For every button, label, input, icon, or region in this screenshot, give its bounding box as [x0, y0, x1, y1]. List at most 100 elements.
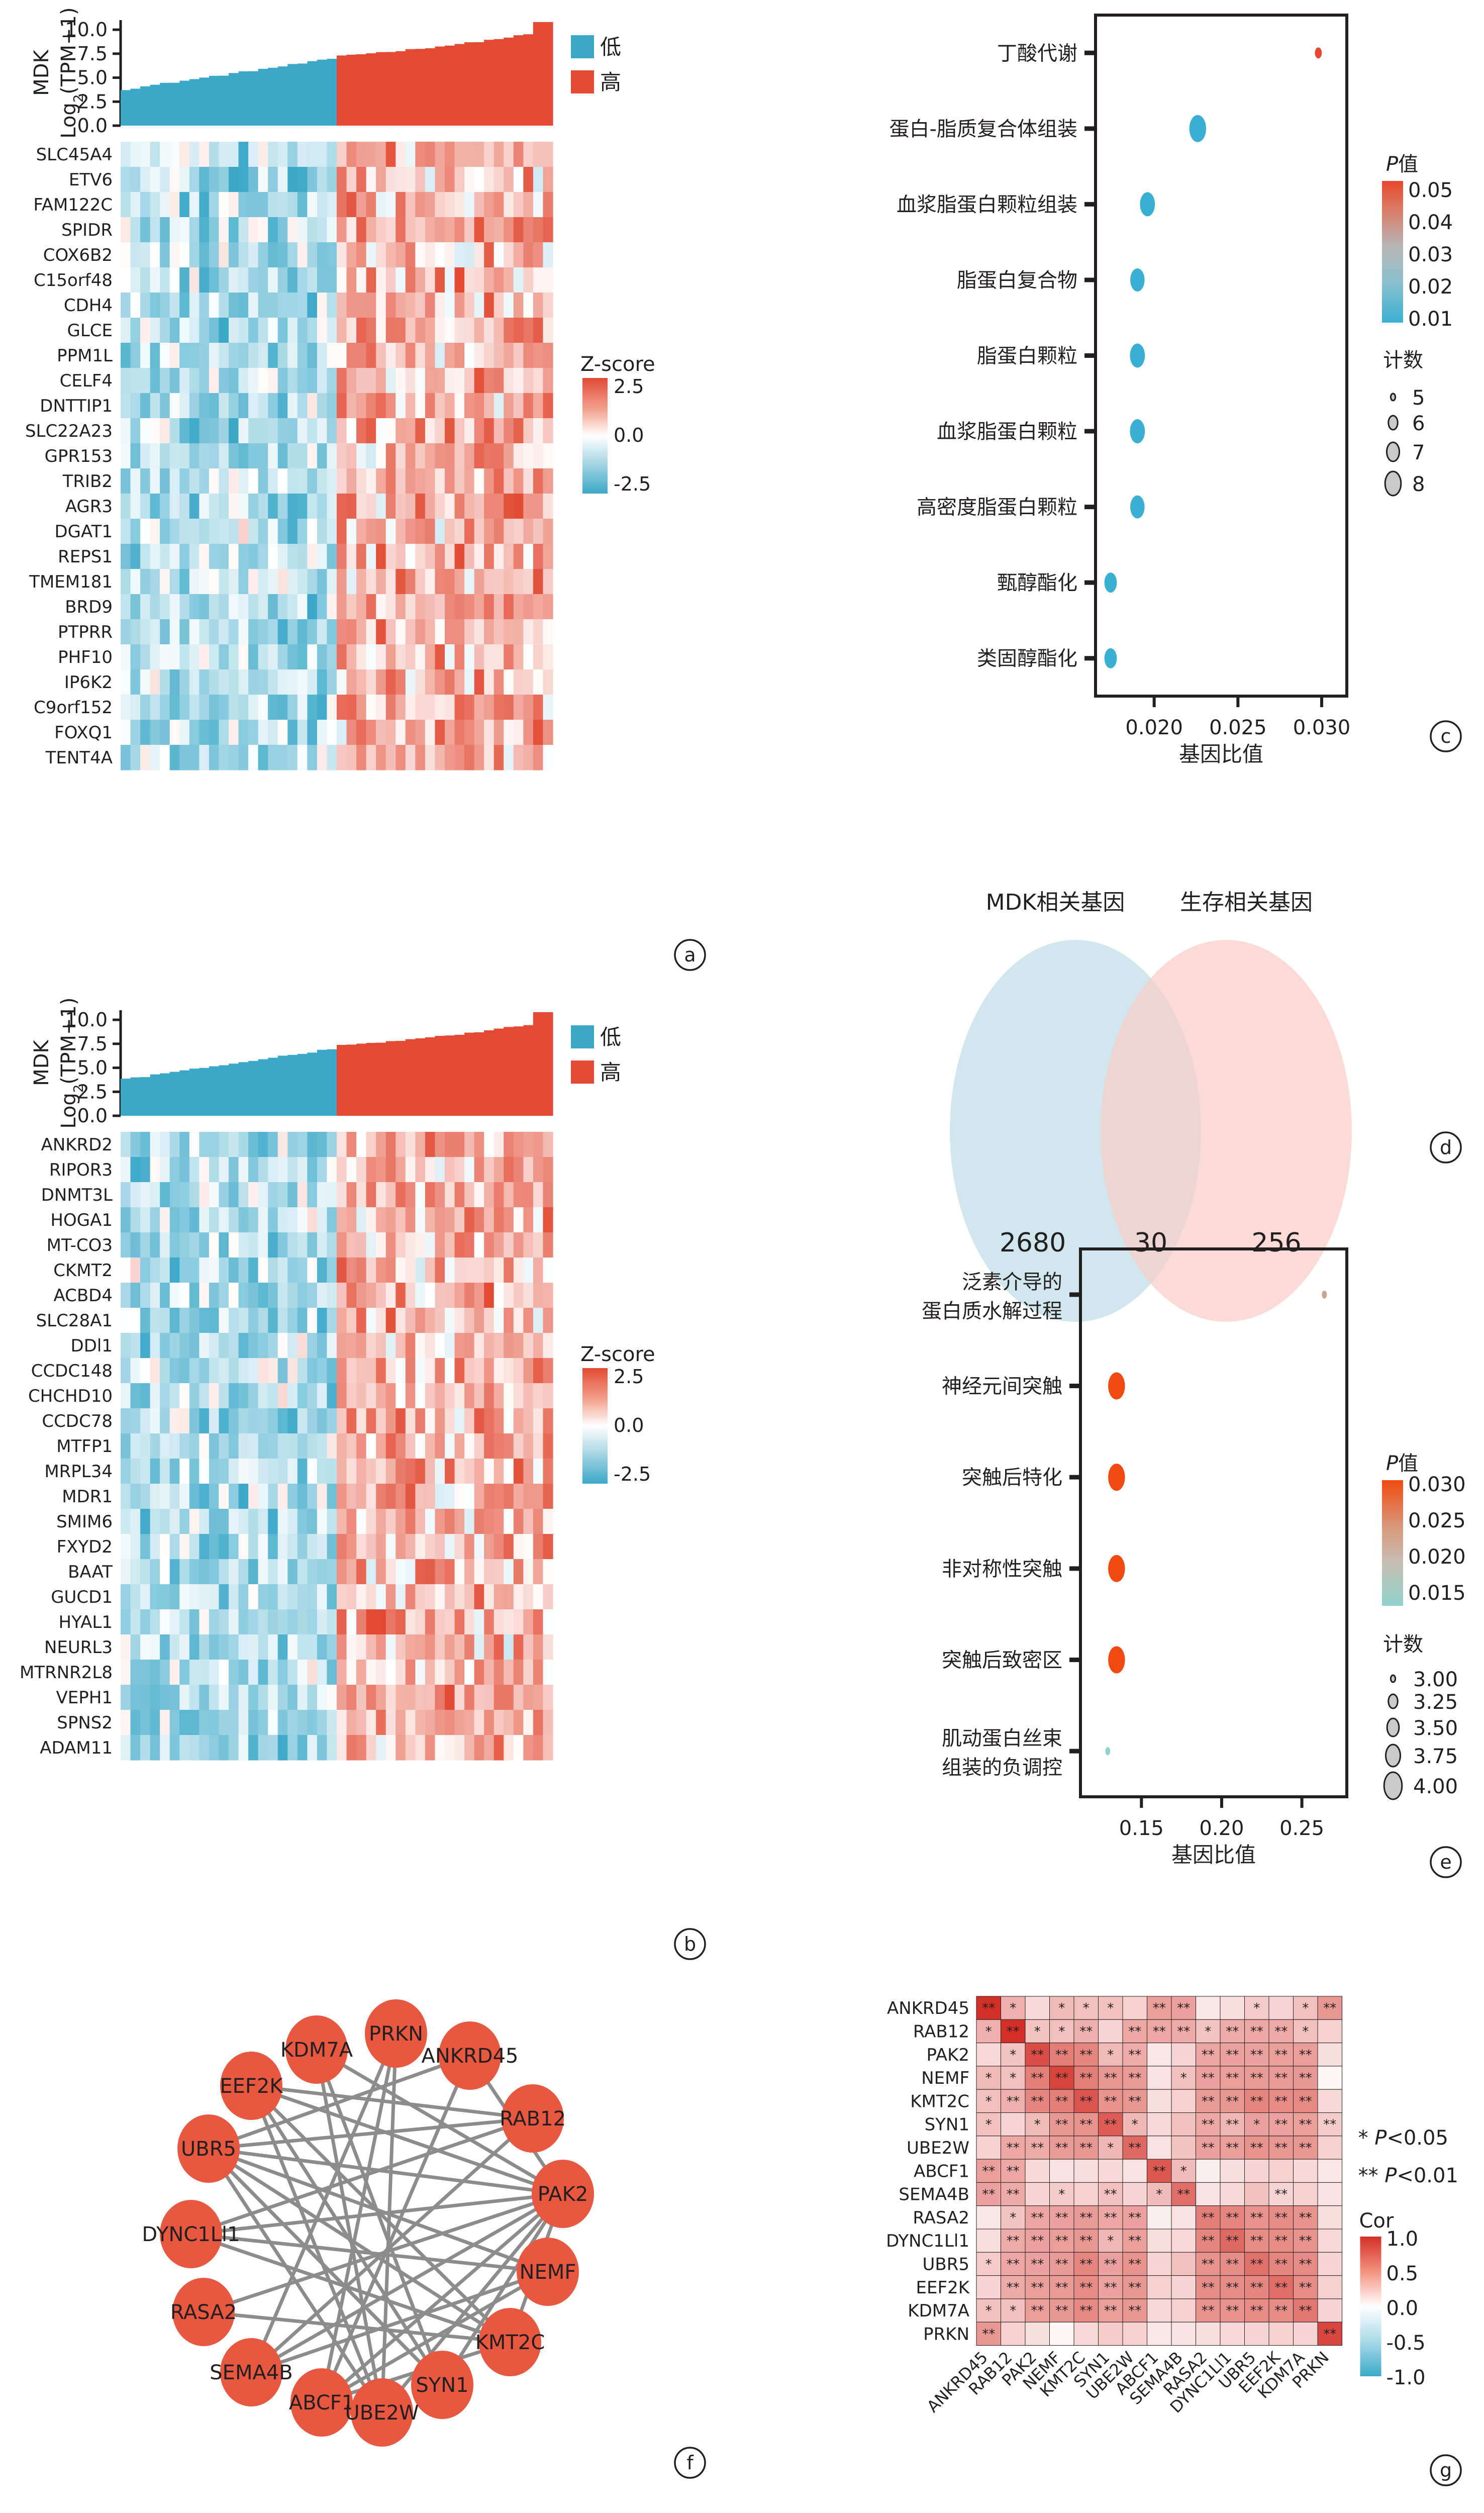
heatmap-cell: [229, 1459, 239, 1484]
correlation-cell: [1293, 2043, 1318, 2067]
correlation-cell: [1147, 2043, 1172, 2067]
heatmap-cell: [307, 1157, 318, 1183]
heatmap-cell: [385, 192, 396, 218]
heatmap-cell: [268, 142, 278, 167]
heatmap-cell: [435, 1207, 445, 1233]
heatmap-cell: [337, 343, 347, 368]
correlation-cell: [1317, 2275, 1342, 2299]
heatmap-cell: [435, 720, 445, 745]
correlation-cell: [1001, 2112, 1026, 2137]
heatmap-cell: [297, 1735, 308, 1761]
heatmap-cell: [199, 242, 210, 268]
network-node[interactable]: [290, 2368, 353, 2437]
heatmap-cell: [425, 1258, 436, 1283]
heatmap-cell: [464, 1484, 475, 1509]
heatmap-cell: [493, 494, 504, 519]
heatmap-cell: [504, 619, 514, 645]
heatmap-cell: [523, 1433, 534, 1459]
heatmap-cell: [513, 1132, 524, 1157]
heatmap-cell: [356, 720, 367, 745]
heatmap-cell: [199, 1634, 210, 1660]
heatmap-cell: [523, 242, 534, 268]
heatmap-cell: [189, 1634, 200, 1660]
heatmap-cell: [425, 1459, 436, 1484]
panel-letter-g: g: [1430, 2454, 1462, 2486]
row-labels: ANKRD45RAB12PAK2NEMFKMT2CSYN1UBE2WABCF1S…: [886, 1998, 970, 2344]
network-node[interactable]: [220, 2052, 282, 2120]
significance-marker: **: [1055, 2303, 1068, 2318]
heatmap-cell: [543, 418, 553, 444]
heatmap-cell: [376, 418, 386, 444]
bar-column: [297, 63, 308, 126]
correlation-cell: [976, 2089, 1001, 2113]
network-node[interactable]: [502, 2084, 564, 2153]
heatmap-cell: [484, 1207, 494, 1233]
heatmap-cell: [307, 1710, 318, 1735]
heatmap-cell: [277, 192, 288, 218]
heatmap-cell: [229, 1408, 239, 1434]
heatmap-cell: [169, 745, 180, 770]
heatmap-cell: [493, 1408, 504, 1434]
correlation-cell: [1098, 1996, 1123, 2020]
heatmap-cell: [258, 293, 268, 318]
heatmap-cell: [189, 142, 200, 167]
significance-marker: **: [1177, 2187, 1190, 2202]
heatmap-cell: [474, 745, 484, 770]
heatmap-cell: [140, 1132, 151, 1157]
heatmap-cell: [445, 1358, 455, 1384]
heatmap-cell: [346, 745, 357, 770]
heatmap-cell: [504, 343, 514, 368]
heatmap-cell: [523, 293, 534, 318]
heatmap-cell: [130, 1358, 141, 1384]
heatmap-cell: [504, 1358, 514, 1384]
heatmap-cell: [493, 619, 504, 645]
network-node[interactable]: [439, 2021, 501, 2090]
heatmap-gene-label: C9orf152: [34, 698, 113, 718]
network-node[interactable]: [365, 1999, 427, 2068]
heatmap-cell: [464, 418, 475, 444]
heatmap-cell: [219, 1509, 229, 1534]
heatmap-cell: [287, 393, 298, 419]
heatmap-cell: [160, 393, 170, 419]
heatmap-cell: [277, 720, 288, 745]
significance-marker: **: [1031, 2303, 1044, 2318]
network-node[interactable]: [479, 2308, 541, 2376]
heatmap-cell: [258, 1207, 268, 1233]
correlation-cell: [1098, 2229, 1123, 2253]
correlation-cell: [1147, 2229, 1172, 2253]
heatmap-cell: [268, 1735, 278, 1761]
heatmap-cell: [287, 192, 298, 218]
heatmap-cell: [277, 745, 288, 770]
correlation-cell: [1220, 2298, 1245, 2323]
heatmap-cell: [189, 1258, 200, 1283]
heatmap-cell: [464, 142, 475, 167]
heatmap-cell: [238, 644, 249, 670]
heatmap-cell: [121, 1459, 131, 1484]
network-node[interactable]: [160, 2200, 222, 2268]
heatmap-cell: [395, 1157, 406, 1183]
network-node[interactable]: [411, 2351, 473, 2419]
bar-ytick-label: 5.0: [77, 1057, 108, 1079]
heatmap-cell: [356, 1534, 367, 1560]
network-node[interactable]: [517, 2238, 579, 2306]
network-node[interactable]: [177, 2114, 240, 2183]
heatmap-cell: [504, 1484, 514, 1509]
heatmap-cell: [376, 1459, 386, 1484]
network-node[interactable]: [172, 2278, 235, 2346]
heatmap-cell: [140, 1584, 151, 1610]
heatmap-cell: [189, 1157, 200, 1183]
heatmap-gene-label: ADAM11: [40, 1738, 113, 1758]
network-node[interactable]: [285, 2015, 348, 2084]
network-node[interactable]: [351, 2378, 413, 2447]
heatmap-cell: [307, 1383, 318, 1409]
bar-ytick-label: 0.0: [77, 1105, 108, 1127]
heatmap-cell: [395, 494, 406, 519]
heatmap-cell: [415, 443, 426, 469]
heatmap-cell: [415, 745, 426, 770]
network-node[interactable]: [220, 2338, 282, 2406]
heatmap-cell: [445, 217, 455, 243]
heatmap-cell: [464, 1559, 475, 1585]
network-node[interactable]: [532, 2160, 594, 2228]
